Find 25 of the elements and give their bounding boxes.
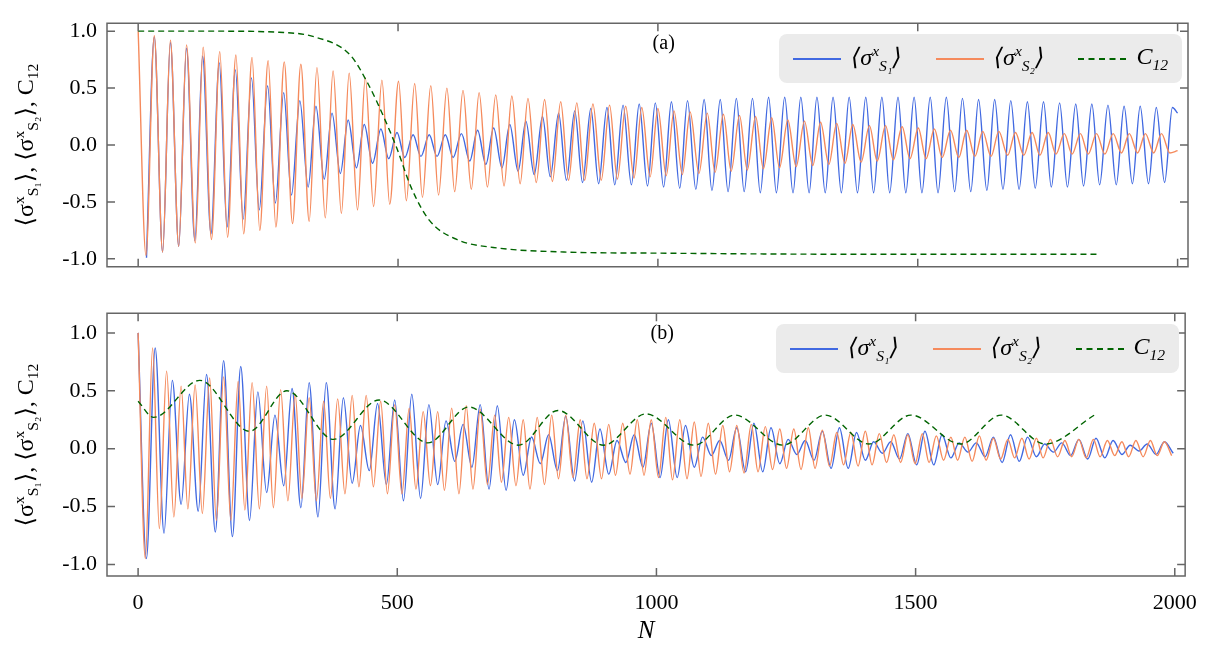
legend-label: ⟨σ$^{x}$$_{S₁}$⟩: [848, 332, 899, 365]
y-tick-label: 1.0: [69, 16, 97, 42]
y-tick-label: -1.0: [62, 244, 97, 270]
y-tick-label: 0.5: [69, 376, 97, 402]
x-tick-label: 0: [132, 588, 144, 614]
y-tick-label: 0.5: [69, 73, 97, 99]
y-tick-label: -0.5: [62, 187, 97, 213]
y-tick-label: 0.0: [69, 130, 97, 156]
legend-label: ⟨σ$^{x}$$_{S₂}$⟩: [993, 42, 1045, 75]
y-tick-label: 1.0: [69, 318, 97, 344]
y-tick-label: 0.0: [69, 434, 97, 460]
legend-label: ⟨σ$^{x}$$_{S₂}$⟩: [990, 332, 1042, 365]
line-series: [137, 379, 1096, 446]
x-tick-label: 500: [380, 588, 414, 614]
x-tick-label: 2000: [1152, 588, 1197, 614]
legend-label: C$_{12}$: [1133, 333, 1166, 364]
legend-label: C$_{12}$: [1136, 43, 1168, 74]
x-tick-label: 1000: [634, 588, 679, 614]
annotation: (b): [650, 321, 674, 345]
annotation: (a): [652, 31, 675, 55]
x-axis-title: N: [637, 616, 655, 644]
x-tick-label: 1500: [893, 588, 938, 614]
y-tick-label: -0.5: [62, 492, 97, 518]
legend-label: ⟨σ$^{x}$$_{S₁}$⟩: [850, 42, 902, 75]
y-tick-label: -1.0: [62, 550, 97, 576]
